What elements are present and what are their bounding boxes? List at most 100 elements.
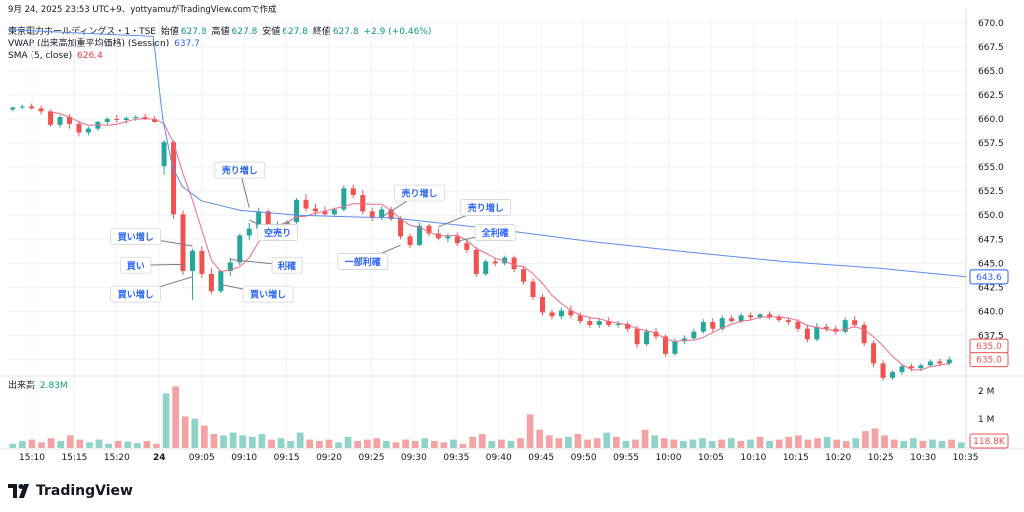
candle-body: [719, 318, 725, 329]
candle-body: [407, 236, 413, 246]
annotation-box: [460, 199, 512, 216]
volume-bar: [28, 439, 36, 448]
candle-body: [833, 328, 839, 332]
candle-body: [937, 361, 943, 364]
x-tick-label: 09:30: [401, 453, 427, 463]
annotation-label: 買い増し: [250, 289, 286, 301]
x-tick-label: 09:45: [528, 453, 554, 463]
candle-body: [653, 331, 659, 337]
volume-bar: [632, 439, 639, 448]
volume-bar: [402, 439, 409, 448]
volume-bar: [545, 435, 553, 448]
x-tick-label: 09:10: [231, 453, 257, 463]
volume-bar: [871, 428, 879, 448]
candle-body: [350, 188, 356, 196]
candle-body: [341, 188, 347, 210]
volume-bar: [354, 441, 362, 448]
candle-body: [29, 106, 35, 109]
candle-body: [114, 119, 120, 121]
candle-body: [85, 128, 91, 133]
volume-bar: [612, 436, 620, 448]
volume-bar: [766, 441, 773, 448]
candle-body: [539, 297, 545, 313]
volume-bar: [555, 438, 563, 448]
volume-bar: [823, 436, 831, 448]
volume-bar: [411, 441, 419, 448]
candle-body: [776, 317, 782, 321]
candle-body: [918, 365, 924, 369]
volume-bar: [842, 441, 850, 448]
candle-body: [662, 336, 668, 354]
low-label: 安値: [262, 27, 281, 37]
annotation-label: 売り増し: [402, 188, 438, 200]
volume-bar: [574, 434, 582, 448]
volume-bar: [517, 438, 524, 448]
volume-bar: [325, 439, 333, 448]
candle-body: [10, 107, 16, 110]
volume-bar: [469, 436, 476, 448]
annotation-label: 一部利確: [345, 256, 381, 268]
volume-price-label: 118.8K: [973, 437, 1006, 447]
legend-row-vwap: VWAP (出来高加重平均価格) (Session) 637.7: [8, 39, 202, 50]
candle-body: [265, 211, 271, 227]
candle-body: [615, 323, 621, 325]
candle-body: [369, 211, 375, 218]
x-tick-label: 09:25: [358, 453, 384, 463]
x-tick-label: 10:35: [953, 453, 979, 463]
volume-bar: [651, 435, 659, 448]
candle-body: [700, 322, 706, 332]
candle-body: [511, 257, 517, 270]
volume-bar: [498, 439, 505, 448]
candle-body: [502, 257, 508, 264]
volume-bar: [488, 441, 496, 448]
candle-body: [606, 321, 612, 325]
y-tick-label: 665.0: [978, 67, 1004, 77]
x-tick-label: 15:20: [104, 453, 130, 463]
volume-bar: [268, 439, 275, 448]
volume-bar: [526, 414, 534, 448]
candle-body: [454, 236, 460, 244]
candle-body: [568, 310, 574, 316]
volume-bar: [622, 441, 630, 448]
low-value: 627.8: [282, 27, 308, 37]
y-tick-label: 647.5: [978, 235, 1004, 245]
candle-body: [842, 320, 848, 332]
legend-row-sma: SMA (5, close) 626.4: [8, 51, 105, 62]
volume-bar: [881, 435, 888, 448]
volume-bar: [248, 436, 256, 448]
volume-bar: [220, 435, 227, 448]
volume-price-label-bg: [969, 433, 1009, 449]
candle-body: [464, 243, 470, 250]
annotation-label: 空売り: [264, 227, 291, 239]
candle-body: [558, 310, 564, 317]
candle-body: [48, 111, 54, 125]
candle-body: [483, 261, 489, 274]
volume-bar: [105, 443, 112, 448]
volume-bar: [689, 439, 697, 448]
high-label: 高値: [211, 27, 230, 37]
candle-body: [946, 359, 952, 364]
candle-body: [303, 199, 309, 209]
volume-bar: [19, 441, 26, 448]
volume-bar: [210, 434, 218, 448]
candle-body: [795, 322, 801, 329]
volume-bar: [852, 438, 860, 448]
volume-bar: [335, 442, 342, 448]
candle-body: [890, 372, 896, 378]
annotation-label: 売り増し: [222, 165, 258, 177]
candle-body: [171, 142, 177, 215]
candle-body: [823, 326, 829, 329]
candle-body: [189, 250, 195, 272]
annotation-box: [214, 161, 266, 179]
volume-bar: [57, 441, 65, 448]
x-tick-label: 10:05: [698, 453, 724, 463]
annotation-box: [110, 228, 162, 245]
candle-body: [852, 320, 858, 325]
x-tick-label: 09:50: [571, 453, 597, 463]
volume-bar: [258, 434, 266, 448]
sma-price-label: 635.0: [976, 356, 1002, 366]
volume-bar: [143, 441, 151, 448]
candle-body: [691, 331, 697, 339]
sma-label: SMA (5, close): [8, 51, 73, 61]
